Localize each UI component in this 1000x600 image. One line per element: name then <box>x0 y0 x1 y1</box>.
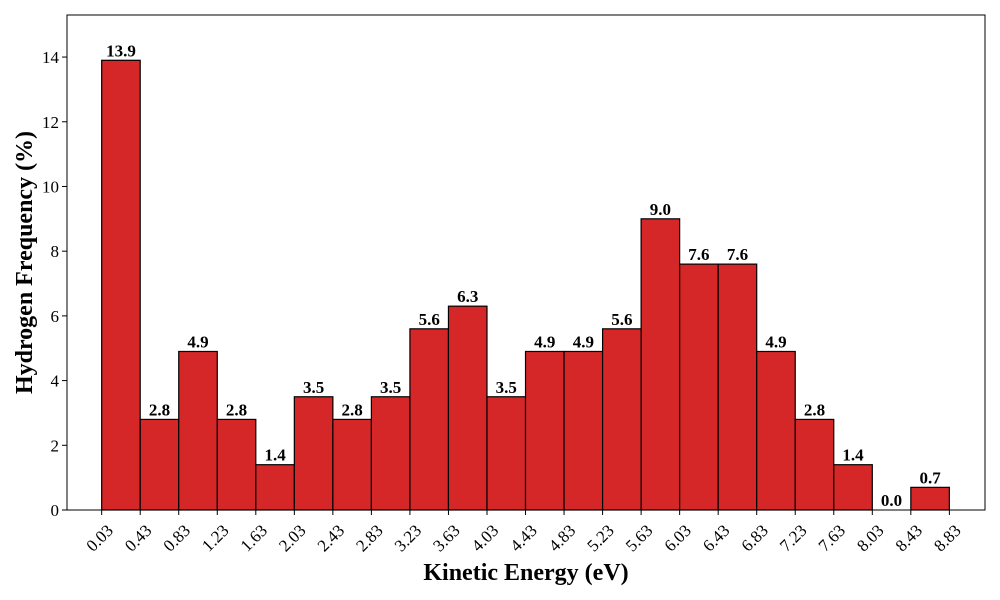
x-tick-label: 3.63 <box>429 521 463 555</box>
y-tick-label: 8 <box>51 242 60 261</box>
bar-value-label: 3.5 <box>380 378 401 397</box>
bar <box>409 328 450 511</box>
y-tick-label: 14 <box>42 48 60 67</box>
x-tick-label: 2.43 <box>314 521 348 555</box>
bar-value-label: 7.6 <box>727 245 748 264</box>
bar-value-label: 1.4 <box>264 446 286 465</box>
bar <box>910 486 950 511</box>
bar <box>293 396 334 511</box>
bar <box>101 59 141 511</box>
bar <box>139 418 180 511</box>
y-axis-ticks: 0 2 4 6 8 10 12 14 <box>42 48 67 520</box>
bar-value-label: 4.9 <box>534 332 555 351</box>
y-tick-label: 10 <box>42 177 59 196</box>
bar <box>717 263 758 511</box>
bar-value-label: 2.8 <box>149 400 170 419</box>
x-tick-label: 1.63 <box>237 521 271 555</box>
y-tick-label: 12 <box>42 113 59 132</box>
y-tick-label: 0 <box>51 501 60 520</box>
bar-value-label: 0.0 <box>881 491 902 510</box>
x-tick-label: 6.03 <box>660 521 694 555</box>
x-tick-label: 6.83 <box>738 521 772 555</box>
bar-value-label: 2.8 <box>804 400 825 419</box>
bar <box>833 464 873 511</box>
bar <box>679 263 719 511</box>
x-tick-label: 7.23 <box>776 521 810 555</box>
bar <box>255 464 295 511</box>
x-tick-label: 2.03 <box>275 521 309 555</box>
x-tick-label: 6.43 <box>699 521 733 555</box>
bar-value-label: 5.6 <box>419 310 440 329</box>
bar <box>601 328 642 511</box>
bar-value-label: 9.0 <box>650 200 671 219</box>
x-tick-label: 5.23 <box>583 521 617 555</box>
bars-group <box>101 59 950 511</box>
x-axis-title: Kinetic Energy (eV) <box>423 560 628 586</box>
bar <box>640 218 681 511</box>
x-tick-label: 4.03 <box>468 521 502 555</box>
y-axis-title: Hydrogen Frequency (%) <box>12 131 38 394</box>
bar <box>332 418 372 511</box>
bar-value-label: 1.4 <box>842 446 864 465</box>
bar <box>524 350 565 511</box>
bar-value-label: 0.7 <box>919 468 941 487</box>
x-tick-label: 5.63 <box>622 521 656 555</box>
x-tick-label: 7.63 <box>815 521 849 555</box>
bar-value-label: 3.5 <box>303 378 324 397</box>
bar <box>794 418 835 511</box>
x-axis-ticks: 0.03 0.43 0.83 1.23 1.63 2.03 2.43 2.83 3.23 3.63… <box>83 510 965 555</box>
bar <box>447 305 488 511</box>
bar-value-label: 2.8 <box>226 400 247 419</box>
bar <box>756 350 796 511</box>
bar <box>216 418 257 511</box>
bar-value-label: 5.6 <box>611 310 632 329</box>
y-tick-label: 2 <box>51 436 60 455</box>
bar-value-label: 3.5 <box>496 378 517 397</box>
y-tick-label: 4 <box>51 372 60 391</box>
x-tick-label: 8.43 <box>892 521 926 555</box>
x-tick-label: 3.23 <box>391 521 425 555</box>
bar-value-label: 4.9 <box>765 332 786 351</box>
x-tick-label: 2.83 <box>352 521 386 555</box>
x-tick-label: 0.03 <box>83 521 117 555</box>
x-tick-label: 8.03 <box>853 521 887 555</box>
bar <box>370 396 411 511</box>
bar <box>486 396 527 511</box>
bar-value-label: 7.6 <box>688 245 709 264</box>
bar-value-label: 4.9 <box>187 332 208 351</box>
bar-value-label: 6.3 <box>457 287 478 306</box>
x-tick-label: 1.23 <box>198 521 232 555</box>
x-tick-label: 0.83 <box>160 521 194 555</box>
bar-labels-group: 13.9 2.8 4.9 2.8 1.4 3.5 2.8 3.5 5.6 6.3 3.5 4.9 4.9… <box>106 41 941 510</box>
x-tick-label: 4.83 <box>545 521 579 555</box>
bar <box>178 350 218 511</box>
plot-frame <box>66 14 986 511</box>
y-tick-label: 6 <box>51 307 60 326</box>
bar-value-label: 13.9 <box>106 41 136 60</box>
bar-value-label: 2.8 <box>342 400 363 419</box>
bar-value-label: 4.9 <box>573 332 594 351</box>
x-tick-label: 4.43 <box>506 521 540 555</box>
x-tick-label: 0.43 <box>121 521 155 555</box>
x-tick-label: 8.83 <box>930 521 964 555</box>
bar <box>563 350 604 511</box>
